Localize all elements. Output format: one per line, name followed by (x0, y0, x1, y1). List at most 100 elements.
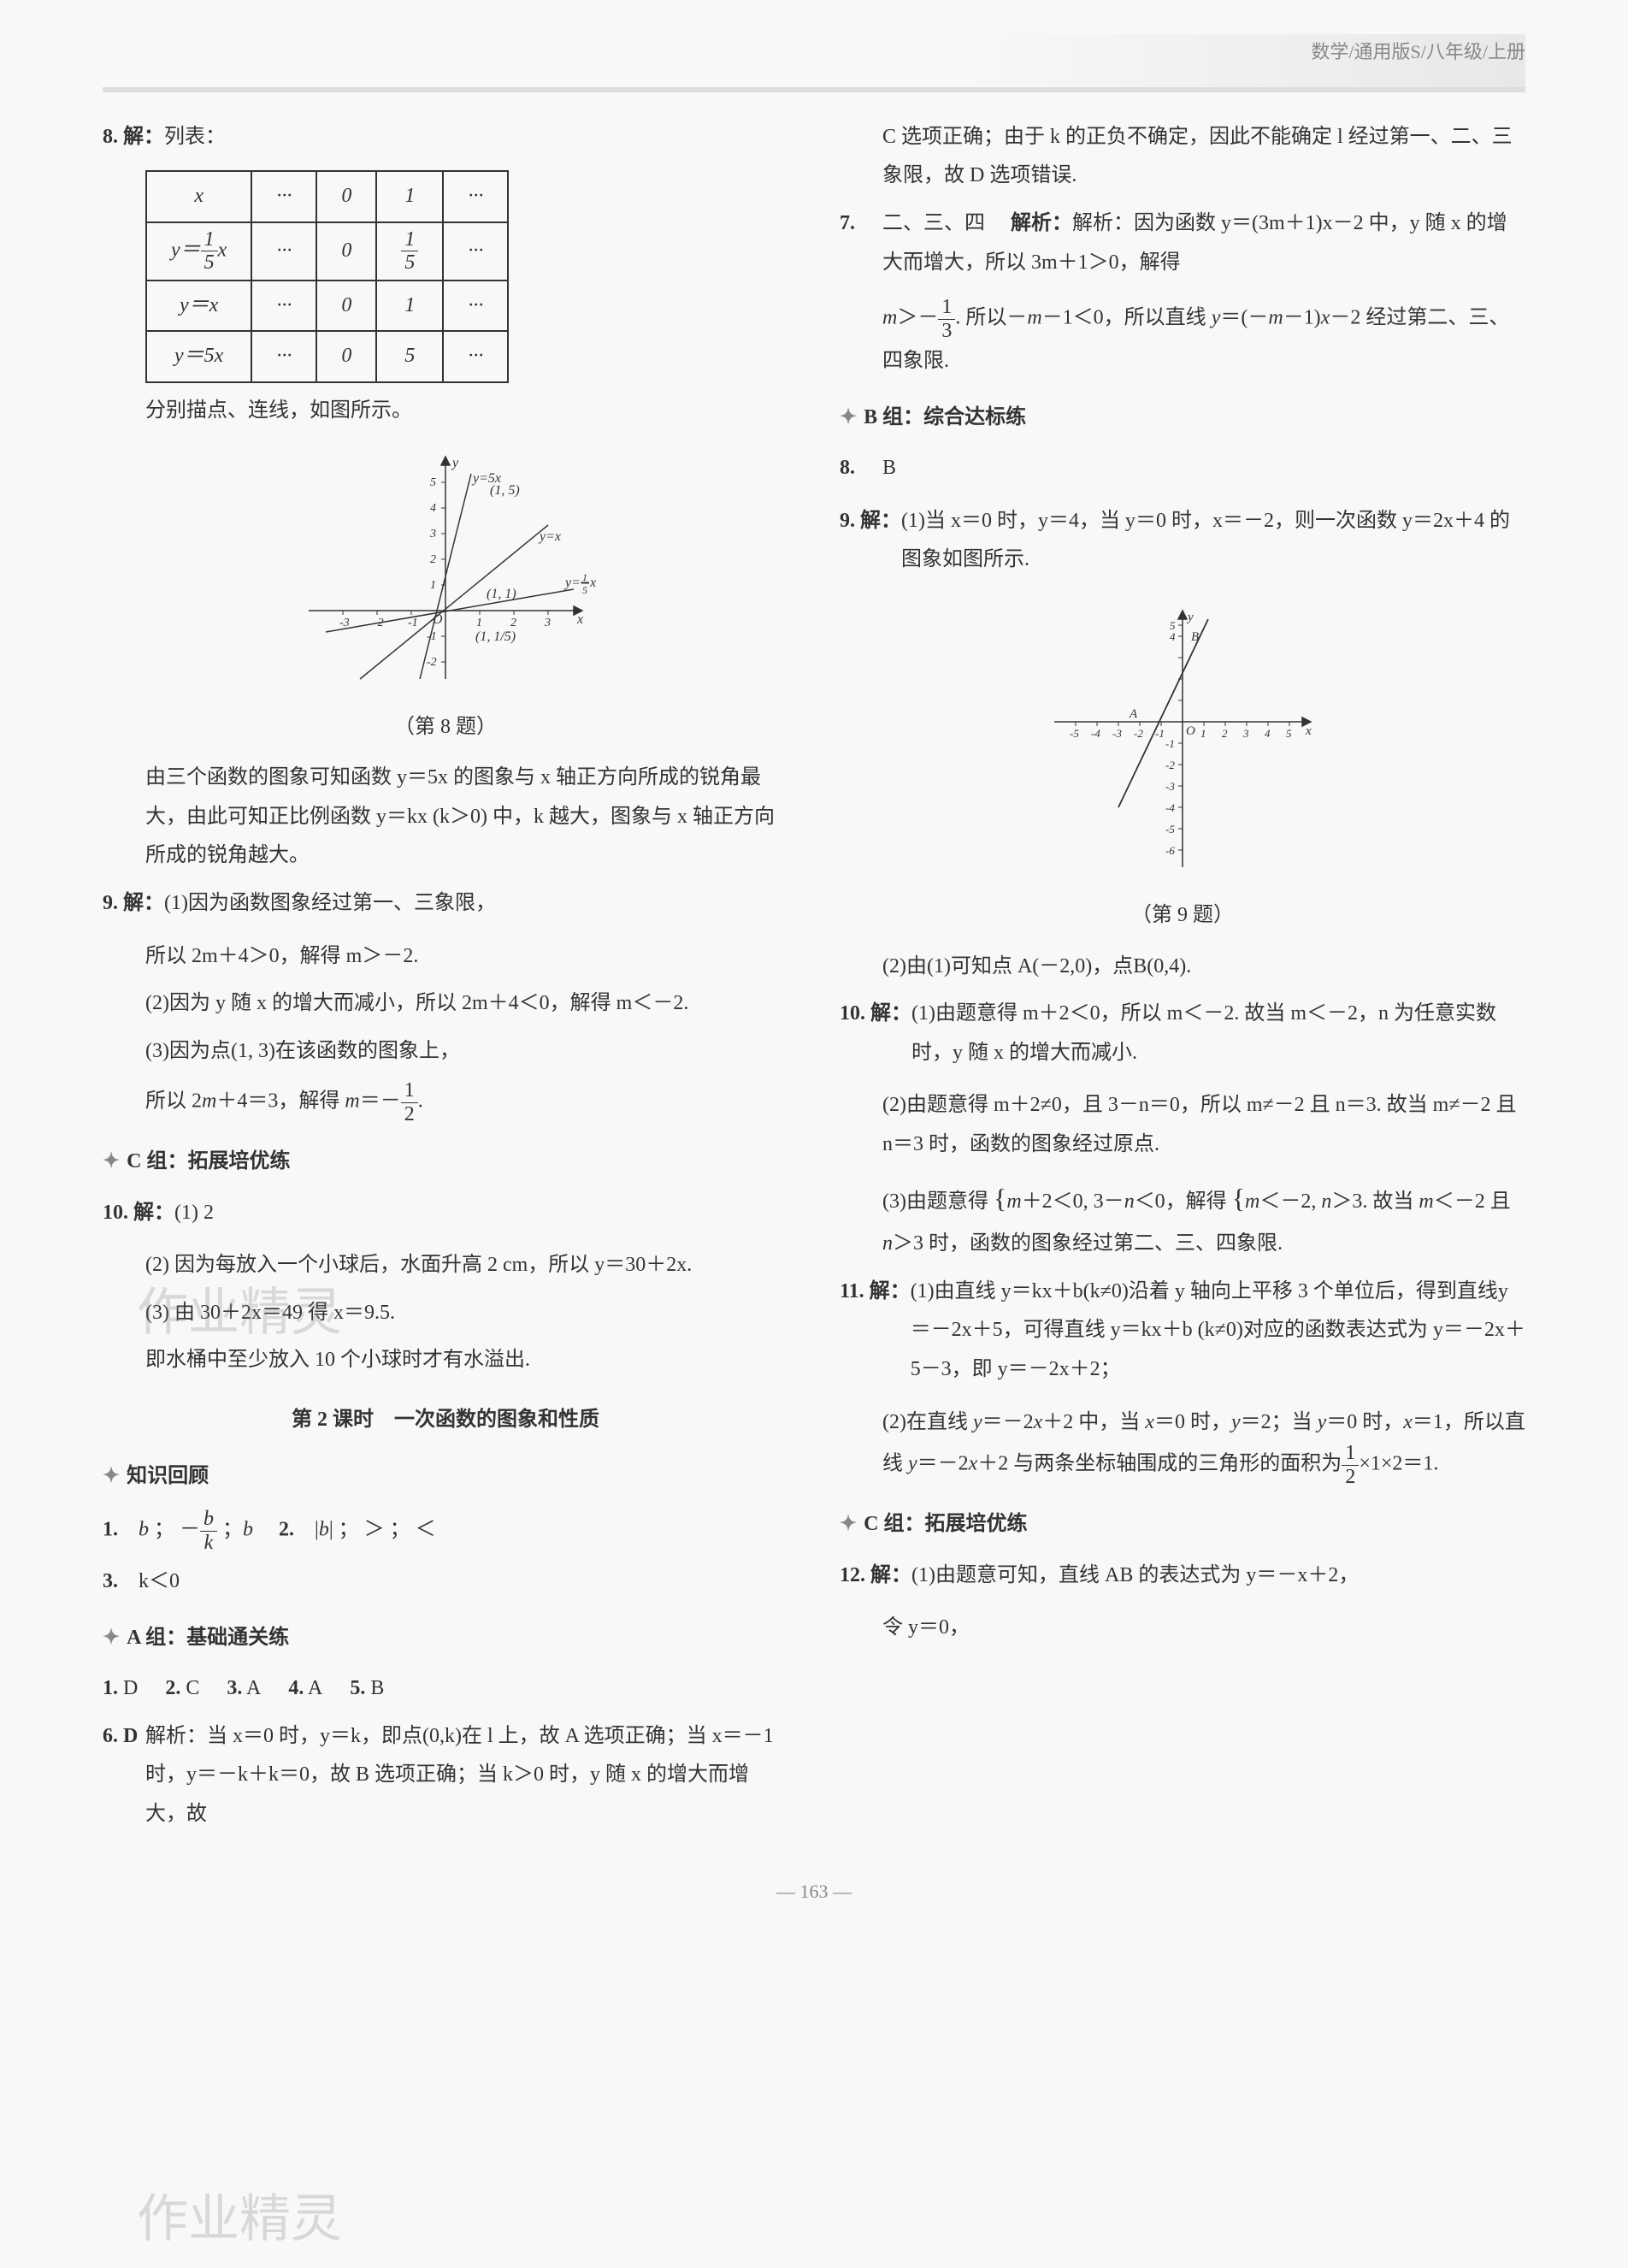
svg-text:-1: -1 (1165, 737, 1175, 750)
svg-text:-4: -4 (1091, 727, 1100, 740)
table-cell: ··· (251, 331, 316, 382)
svg-text:-2: -2 (1134, 727, 1143, 740)
table-cell: 15 (376, 222, 443, 281)
page-number: — 163 — (103, 1874, 1525, 1910)
svg-text:-2: -2 (427, 656, 437, 669)
question-8: 8. 解： 列表： (103, 118, 788, 157)
q10r-body: (1)由题意得 m＋2＜0，所以 m＜－2. 故当 m＜－2，n 为任意实数时，… (911, 995, 1525, 1072)
q8r-label: 8. (840, 449, 882, 488)
q6-cont: C 选项正确；由于 k 的正负不确定，因此不能确定 l 经过第一、二、三象限，故… (840, 118, 1525, 196)
q12-body: (1)由题意可知，直线 AB 的表达式为 y＝－x＋2， (911, 1556, 1525, 1596)
section-a-head: A 组：基础通关练 (103, 1619, 788, 1658)
table-cell: 0 (316, 331, 376, 382)
table-header: x (146, 171, 251, 222)
table-header: ··· (251, 171, 316, 222)
table-cell: ··· (251, 222, 316, 281)
svg-text:-1: -1 (1155, 727, 1165, 740)
svg-text:5: 5 (430, 476, 436, 489)
q9-line: (2)因为 y 随 x 的增大而减小，所以 2m＋4＜0，解得 m＜－2. (103, 984, 788, 1024)
q11-line: (2)在直线 y＝－2x＋2 中，当 x＝0 时，y＝2；当 y＝0 时，x＝1… (840, 1403, 1525, 1488)
q8-explain: 由三个函数的图象可知函数 y＝5x 的图象与 x 轴正方向所成的锐角最大，由此可… (103, 759, 788, 876)
q10r-label: 10. 解： (840, 995, 911, 1072)
svg-text:O: O (433, 612, 443, 627)
question-6: 6. D 解析：当 x＝0 时，y＝k，即点(0,k)在 l 上，故 A 选项正… (103, 1717, 788, 1834)
svg-text:-1: -1 (408, 617, 418, 629)
a5: 5. B (350, 1677, 384, 1699)
svg-text:3: 3 (544, 617, 551, 629)
zs3-label: 3. (103, 1570, 118, 1592)
lesson-title: 第 2 课时 一次函数的图象和性质 (103, 1401, 788, 1440)
a3: 3. A (227, 1677, 261, 1699)
content-columns: 作业精灵 作业精灵 8. 解： 列表： x ··· 0 1 ··· y＝15x … (103, 118, 1525, 1848)
svg-text:O: O (1186, 724, 1195, 738)
q8-label: 8. 解： (103, 118, 164, 157)
question-12: 12. 解： (1)由题意可知，直线 AB 的表达式为 y＝－x＋2， (840, 1556, 1525, 1596)
svg-text:B: B (1191, 630, 1199, 644)
q8r-body: B (882, 449, 1525, 488)
q6-label: 6. D (103, 1717, 145, 1834)
table-cell: y＝x (146, 281, 251, 332)
table-header: 0 (316, 171, 376, 222)
zs2-label: 2. (279, 1519, 294, 1541)
q8-graph: yx O y=5x (1, 5) y=x (1, 1) y= 1 5 x (1,… (292, 440, 599, 696)
table-cell: 0 (316, 281, 376, 332)
q9-label: 9. 解： (103, 884, 164, 924)
svg-text:-3: -3 (1165, 780, 1175, 793)
svg-text:2: 2 (430, 553, 436, 566)
q10-line: (3) 由 30＋2x＝49 得 x＝9.5. (103, 1294, 788, 1333)
question-10: 10. 解： (1) 2 (103, 1194, 788, 1233)
zs-line: 1. b ； －bk ；b 2. |b| ； ＞ ； ＜ (103, 1508, 788, 1554)
q9-body: (1)因为函数图象经过第一、三象限， (164, 884, 788, 924)
a-answers: 1. D 2. C 3. A 4. A 5. B (103, 1669, 788, 1709)
q11-label: 11. 解： (840, 1273, 911, 1390)
zs3-text: k＜0 (139, 1570, 180, 1592)
q9r-label: 9. 解： (840, 502, 901, 580)
a4: 4. A (288, 1677, 322, 1699)
zs-line: 3. k＜0 (103, 1562, 788, 1602)
right-column: C 选项正确；由于 k 的正负不确定，因此不能确定 l 经过第一、二、三象限，故… (840, 118, 1525, 1848)
svg-text:-3: -3 (1112, 727, 1122, 740)
section-zsgh: 知识回顾 (103, 1457, 788, 1497)
svg-text:-6: -6 (1165, 844, 1175, 857)
q12-line: 令 y＝0， (840, 1609, 1525, 1648)
left-column: 作业精灵 作业精灵 8. 解： 列表： x ··· 0 1 ··· y＝15x … (103, 118, 788, 1848)
table-cell: ··· (443, 331, 508, 382)
svg-text:y: y (1186, 611, 1194, 624)
svg-text:5: 5 (1286, 727, 1292, 740)
svg-text:-5: -5 (1165, 823, 1175, 836)
question-11: 11. 解： (1)由直线 y＝kx＋b(k≠0)沿着 y 轴向上平移 3 个单… (840, 1273, 1525, 1390)
question-7r: 7. 二、三、四 解析：解析：因为函数 y＝(3m＋1)x－2 中，y 随 x … (840, 204, 1525, 282)
svg-text:3: 3 (429, 528, 436, 540)
svg-text:x: x (1305, 724, 1312, 738)
svg-text:-2: -2 (1165, 759, 1175, 771)
table-cell: 5 (376, 331, 443, 382)
q9-line: 所以 2m＋4＞0，解得 m＞－2. (103, 937, 788, 977)
q12-label: 12. 解： (840, 1556, 911, 1596)
table-row: y＝15x ··· 0 15 ··· (146, 222, 508, 281)
q9r-line: (2)由(1)可知点 A(－2,0)，点B(0,4). (840, 948, 1525, 987)
watermark-text: 作业精灵 (137, 2171, 342, 2268)
svg-text:(1, 1/5): (1, 1/5) (475, 629, 516, 644)
graph-caption: （第 8 题） (103, 708, 788, 747)
table-cell: ··· (443, 281, 508, 332)
svg-text:x: x (589, 576, 596, 590)
table-row: y＝x ··· 0 1 ··· (146, 281, 508, 332)
svg-text:2: 2 (510, 617, 516, 629)
section-c-head: C 组：拓展培优练 (103, 1143, 788, 1182)
q8-body: 列表： (164, 118, 788, 157)
q9r-body: (1)当 x＝0 时，y＝4，当 y＝0 时，x＝－2，则一次函数 y＝2x＋4… (901, 502, 1525, 580)
svg-text:4: 4 (1170, 630, 1176, 643)
q10r-line: (3)由题意得 {m＋2＜0, 3－n＜0，解得 {m＜－2, n＞3. 故当 … (840, 1172, 1525, 1263)
svg-text:y: y (451, 456, 459, 470)
table-row: y＝5x ··· 0 5 ··· (146, 331, 508, 382)
q10-line: (2) 因为每放入一个小球后，水面升高 2 cm，所以 y＝30＋2x. (103, 1246, 788, 1285)
question-10r: 10. 解： (1)由题意得 m＋2＜0，所以 m＜－2. 故当 m＜－2，n … (840, 995, 1525, 1072)
a2: 2. C (165, 1677, 199, 1699)
q6-body: 解析：当 x＝0 时，y＝k，即点(0,k)在 l 上，故 A 选项正确；当 x… (145, 1717, 788, 1834)
svg-text:-3: -3 (339, 617, 350, 629)
svg-text:-5: -5 (1070, 727, 1079, 740)
table-cell: 1 (376, 281, 443, 332)
q10-line: 即水桶中至少放入 10 个小球时才有水溢出. (103, 1341, 788, 1380)
svg-text:4: 4 (1265, 727, 1271, 740)
q11-body: (1)由直线 y＝kx＋b(k≠0)沿着 y 轴向上平移 3 个单位后，得到直线… (911, 1273, 1525, 1390)
